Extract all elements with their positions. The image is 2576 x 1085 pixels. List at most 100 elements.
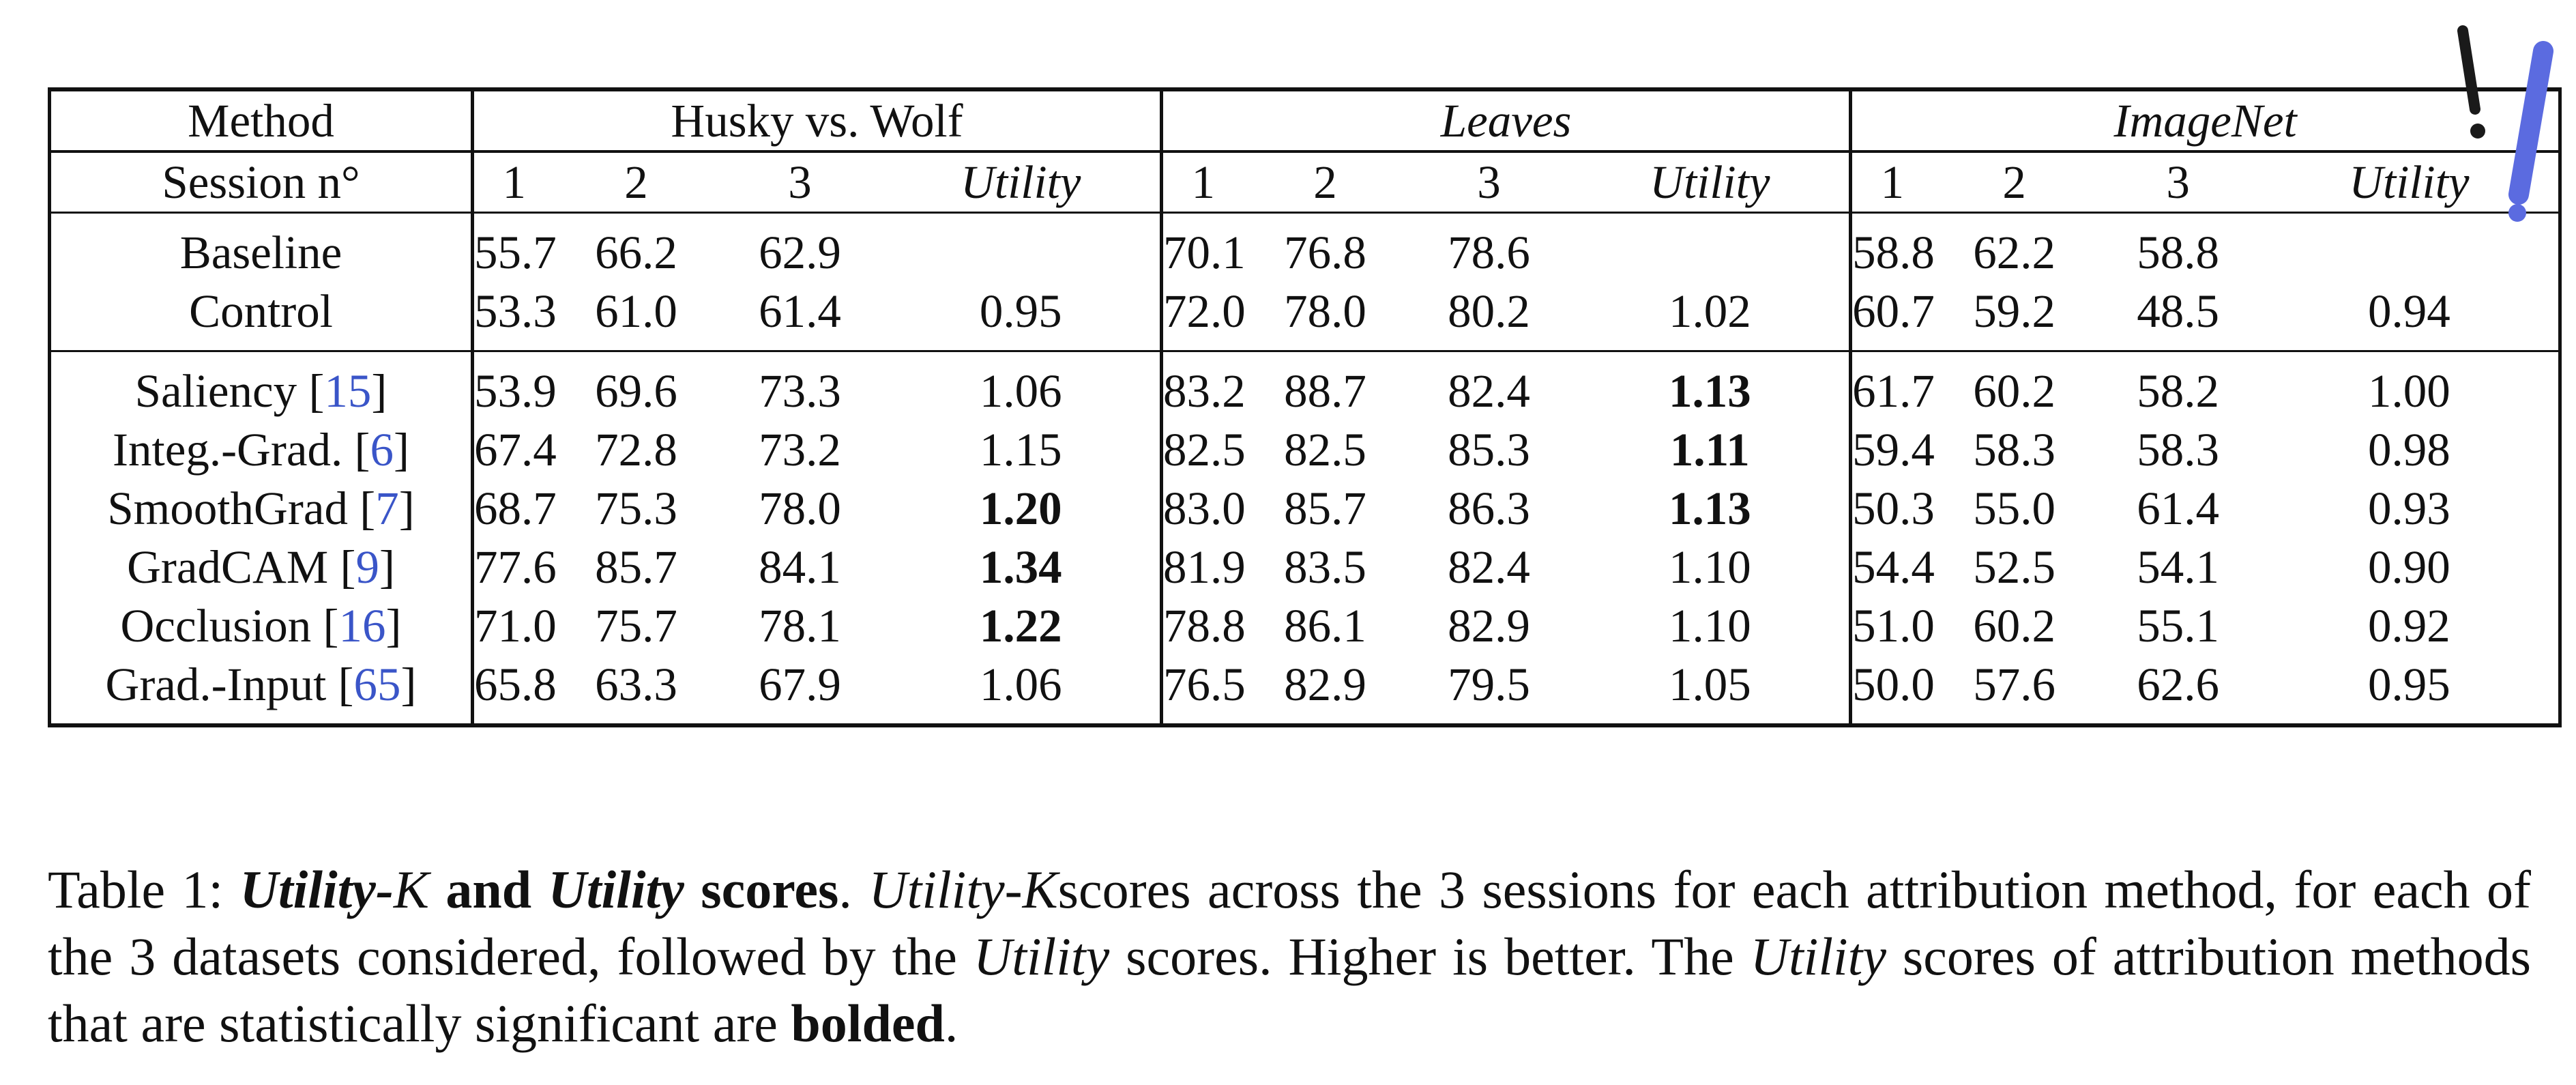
score-cell: 76.8: [1243, 212, 1407, 282]
table-row: Baseline 55.7 66.2 62.9 70.1 76.8 78.6 58.8 62.2…: [48, 212, 2562, 282]
score-cell: 59.2: [1973, 285, 2055, 337]
utility-cell: 1.02: [1570, 282, 1853, 351]
utility-cell: 1.11: [1570, 420, 1853, 479]
utility-cell: 1.13: [1570, 350, 1853, 420]
citation-link[interactable]: 6: [370, 424, 394, 476]
table-row: GradCAM [9] 77.6 85.7 84.1 1.34 81.9 83.5 82.4 1…: [48, 538, 2562, 596]
score-cell: 63.3: [554, 655, 718, 727]
utility-cell: 0.90: [2259, 538, 2562, 596]
score-cell: 58.3: [1973, 424, 2055, 476]
citation-link[interactable]: 7: [375, 482, 399, 534]
score-cell: 79.5: [1407, 655, 1571, 727]
utility-cell: 1.34: [881, 538, 1164, 596]
utility-cell: 0.95: [2259, 655, 2562, 727]
cite-open: [: [340, 541, 356, 593]
method-name: Baseline: [179, 227, 342, 278]
score-cell: 70.1: [1161, 212, 1246, 282]
citation-link[interactable]: 15: [324, 365, 372, 417]
citation-link[interactable]: 65: [353, 659, 401, 710]
score-cell: 55.0: [1973, 482, 2055, 534]
score-cell: 77.6: [474, 541, 557, 593]
score-cell: 62.2: [1932, 212, 2096, 282]
score-cell: 61.0: [595, 285, 677, 337]
score-cell: 82.5: [1284, 424, 1366, 476]
cite-close: ]: [371, 365, 387, 417]
caption-body-utility-k: Utility-: [868, 860, 1023, 919]
results-table: Method Husky vs. Wolf Leaves ImageNet Sessio…: [48, 87, 2562, 727]
utility-cell: 1.06: [881, 350, 1164, 420]
dataset-header-1: Leaves: [1161, 87, 1853, 151]
score-cell: 58.2: [2096, 350, 2260, 420]
table-caption: Table 1: Utility-K and Utility scores. U…: [48, 856, 2531, 1057]
method-cell: Grad.-Input [65]: [48, 655, 474, 727]
score-cell: 61.4: [2137, 482, 2219, 534]
score-cell: 86.3: [1448, 482, 1530, 534]
caption-body-3: scores of attribution methods that are s…: [48, 927, 2531, 1053]
method-name: Control: [189, 285, 333, 337]
cite-open: [: [360, 482, 376, 534]
score-cell: 83.5: [1284, 541, 1366, 593]
utility-cell: 1.00: [2259, 350, 2562, 420]
session-label: 1: [472, 150, 555, 213]
score-cell: 59.4: [1852, 424, 1935, 476]
score-cell: 82.9: [1448, 600, 1530, 652]
exclamation-logo-icon: [2457, 25, 2553, 222]
caption-title-utility: Utility: [548, 860, 684, 919]
session-label: Utility: [881, 150, 1164, 213]
score-cell: 53.9: [472, 350, 557, 420]
cite-open: [: [354, 424, 370, 476]
utility-cell: 1.06: [881, 655, 1164, 727]
caption-body-k: K: [1022, 860, 1058, 919]
table-row: Occlusion [16] 71.0 75.7 78.1 1.22 78.8 86.1 82…: [48, 596, 2562, 655]
logo-accent-stroke: [2508, 41, 2553, 205]
utility-cell: 1.22: [881, 596, 1164, 655]
score-cell: 72.0: [1163, 285, 1246, 337]
cite-open: [: [323, 600, 339, 652]
table-row: Grad.-Input [65] 65.8 63.3 67.9 1.06 76.5 82.9…: [48, 655, 2562, 727]
score-cell: 83.0: [1163, 482, 1246, 534]
score-cell: 80.2: [1448, 285, 1530, 337]
score-cell: 81.9: [1163, 541, 1246, 593]
score-cell: 82.4: [1407, 350, 1571, 420]
cite-close: ]: [400, 659, 417, 710]
utility-cell: 1.13: [1570, 479, 1853, 538]
score-cell: 78.0: [1284, 285, 1366, 337]
score-cell: 68.7: [474, 482, 557, 534]
score-cell: 73.2: [759, 424, 841, 476]
table-row: Control 53.3 61.0 61.4 0.95 72.0 78.0 80.2 1.02 6…: [48, 282, 2562, 351]
utility-cell: 1.15: [881, 420, 1164, 479]
method-cell: Control: [48, 282, 474, 351]
score-cell: 60.2: [1973, 600, 2055, 652]
utility-cell: 1.10: [1570, 538, 1853, 596]
score-cell: 61.4: [759, 285, 841, 337]
score-cell: 67.9: [718, 655, 882, 727]
citation-link[interactable]: 9: [355, 541, 379, 593]
caption-title-utility-k: Utility-: [239, 860, 394, 919]
score-cell: 57.6: [1932, 655, 2096, 727]
cite-open: [: [308, 365, 325, 417]
score-cell: 85.3: [1448, 424, 1530, 476]
method-cell: GradCAM [9]: [48, 538, 474, 596]
caption-body-1: scores across the 3 sessions for each at…: [48, 860, 2532, 986]
score-cell: 65.8: [472, 655, 557, 727]
score-cell: 51.0: [1852, 600, 1935, 652]
score-cell: 78.6: [1407, 212, 1571, 282]
utility-cell: 0.92: [2259, 596, 2562, 655]
citation-link[interactable]: 16: [338, 600, 386, 652]
caption-body-bolded: bolded: [791, 994, 945, 1053]
score-cell: 86.1: [1284, 600, 1366, 652]
header-row-sessions: Session n° 1 2 3 Utility 1 2 3 Utility 1 2 3 Utility: [48, 150, 2562, 213]
score-cell: 48.5: [2137, 285, 2219, 337]
utility-cell: 1.20: [881, 479, 1164, 538]
score-cell: 53.3: [474, 285, 557, 337]
method-name: Grad.-Input: [105, 659, 338, 710]
score-cell: 76.5: [1161, 655, 1246, 727]
score-cell: 88.7: [1243, 350, 1407, 420]
score-cell: 60.7: [1852, 285, 1935, 337]
cite-close: ]: [398, 482, 415, 534]
caption-body-utility-1: Utility: [973, 927, 1110, 986]
session-label: 3: [718, 150, 882, 213]
method-cell: Integ.-Grad. [6]: [48, 420, 474, 479]
utility-cell: 0.93: [2259, 479, 2562, 538]
session-label: 1: [1850, 150, 1933, 213]
